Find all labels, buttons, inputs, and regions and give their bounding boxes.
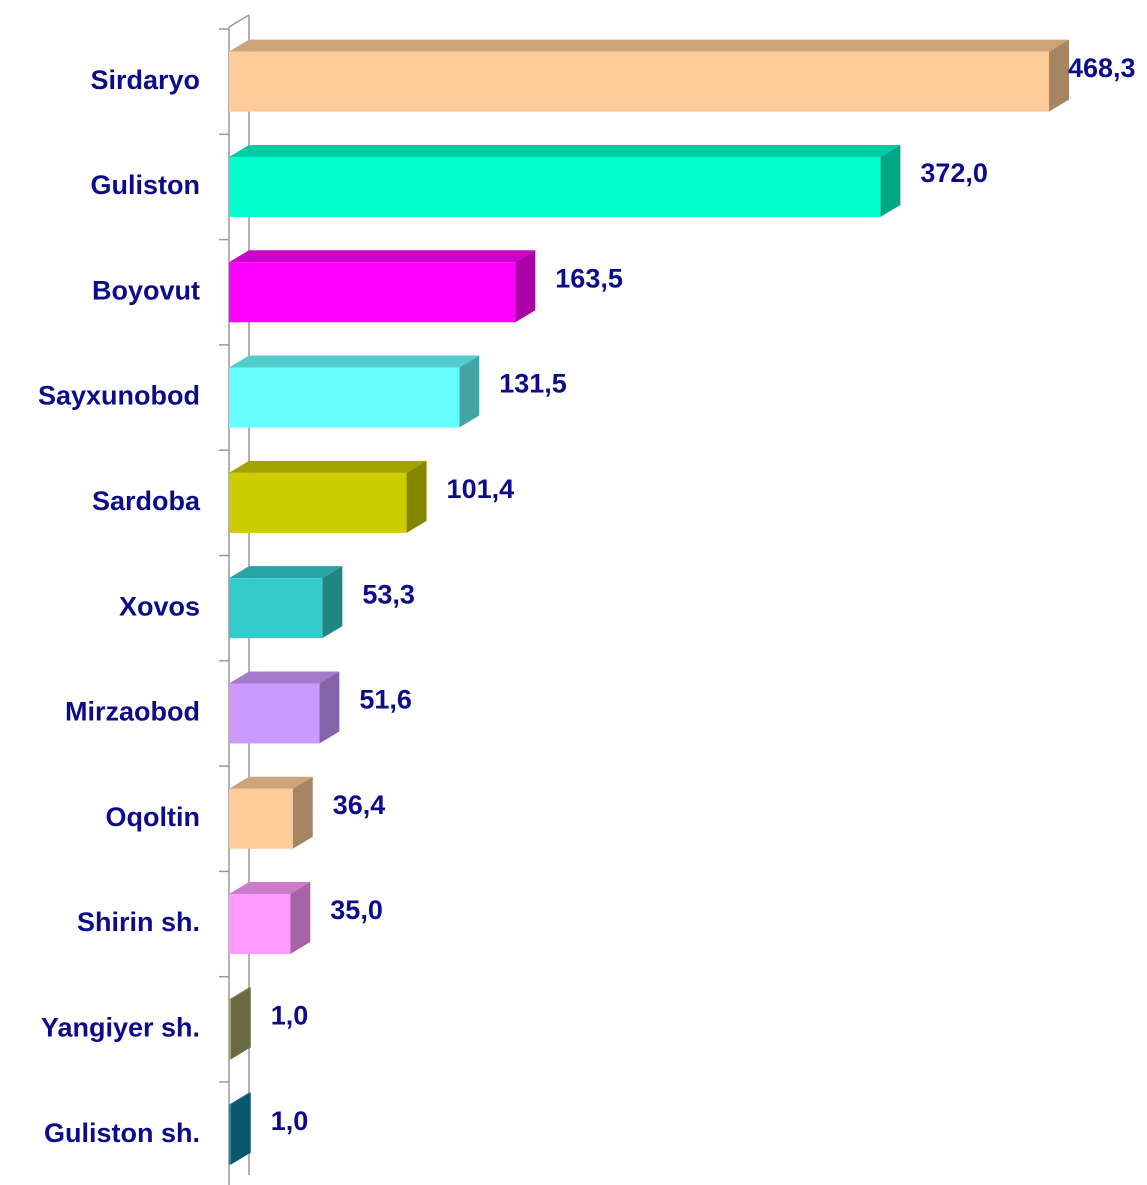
bar [229,156,881,217]
category-label: Yangiyer sh. [41,1012,200,1042]
bar-side [406,460,427,533]
value-label: 1,0 [271,1106,309,1136]
bar-top [229,987,251,1000]
bar [229,51,1049,112]
value-label: 468,3 [1068,53,1136,83]
bar-side [290,882,311,955]
bar [229,578,323,639]
bar-top [229,39,1069,52]
category-label: Sayxunobod [38,381,200,411]
category-label: Shirin sh. [77,907,200,937]
bar-top [229,355,480,368]
bar [229,788,293,849]
bar-top [229,144,901,157]
bar-side [292,776,313,849]
value-label: 101,4 [447,474,515,504]
bar-top [229,882,311,895]
bar-top [229,566,343,579]
bar [229,894,291,955]
category-label: Xovos [119,591,200,621]
value-label: 1,0 [271,1000,309,1030]
value-label: 35,0 [330,895,383,925]
category-label: Sirdaryo [90,65,200,95]
bar [229,472,407,533]
value-label: 53,3 [362,579,415,609]
bar-top [229,460,427,473]
bar-side [515,250,536,323]
value-label: 372,0 [920,158,988,188]
bar-side [230,987,251,1060]
value-label: 131,5 [499,369,567,399]
category-label: Oqoltin [106,802,200,832]
value-label: 163,5 [555,263,623,293]
category-label: Boyovut [92,275,200,305]
bar-side [1049,39,1069,112]
bar [229,1104,231,1165]
bar-top [229,671,340,684]
bar-top [229,1092,251,1105]
bar [229,367,460,428]
category-label: Sardoba [92,486,201,516]
bar-side [322,566,343,639]
axis-line [228,14,250,28]
bar [229,262,516,323]
bar-side [459,355,480,428]
category-label: Guliston sh. [44,1118,200,1148]
value-label: 36,4 [333,790,386,820]
bar-side [319,671,340,744]
bar [229,999,231,1060]
bar-top [229,776,313,789]
value-label: 51,6 [359,685,412,715]
bar-top [229,250,536,263]
category-label: Guliston [91,170,201,200]
category-label: Mirzaobod [65,697,200,727]
bar-side [230,1092,251,1165]
bar-side [880,144,901,217]
bar [229,683,320,744]
